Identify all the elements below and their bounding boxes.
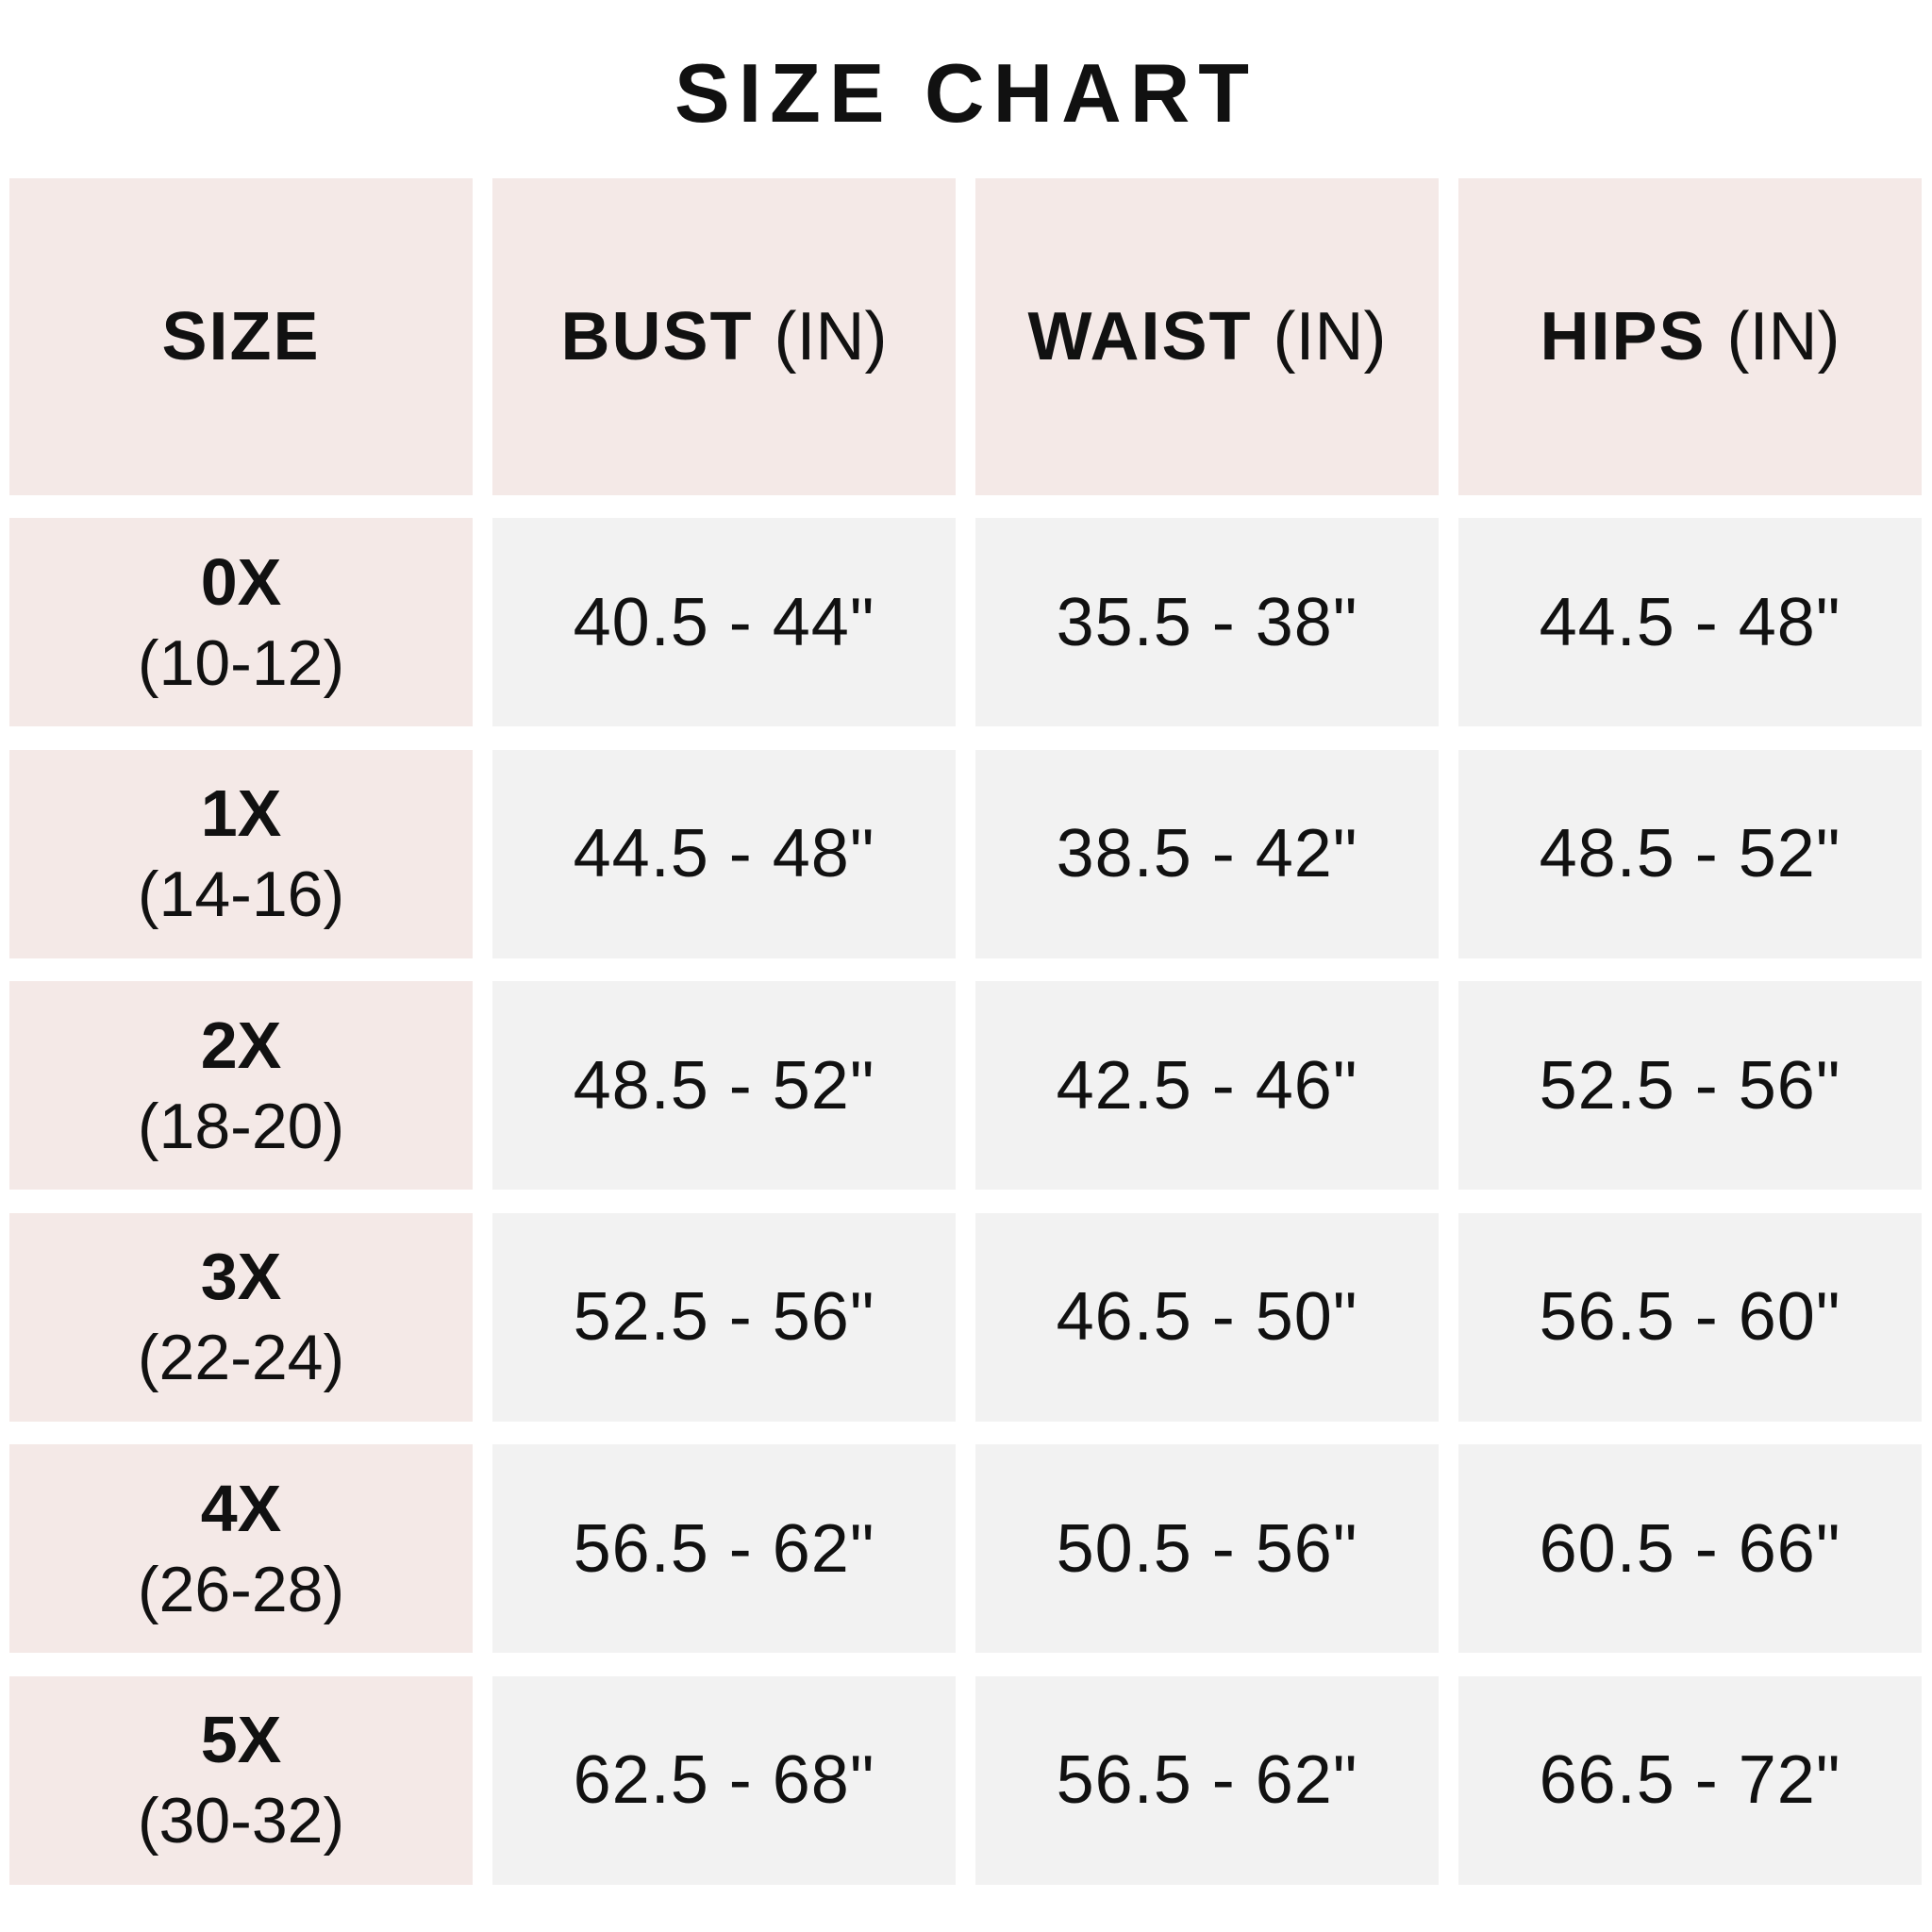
bust-value: 44.5 - 48" [573, 816, 875, 891]
waist-value: 50.5 - 56" [1056, 1510, 1358, 1587]
size-cell: 4X (26-28) [9, 1444, 473, 1653]
header-label: HIPS [1540, 299, 1707, 375]
size-label: 1X [200, 776, 282, 850]
header-unit: (IN) [1273, 299, 1387, 375]
header-cell-bust: BUST (IN) [492, 178, 956, 495]
size-cell: 5X (30-32) [9, 1675, 473, 1885]
bust-cell: 44.5 - 48" [492, 749, 956, 958]
bust-value: 62.5 - 68" [573, 1742, 875, 1818]
hips-cell: 44.5 - 48" [1458, 518, 1922, 726]
bust-cell: 48.5 - 52" [492, 981, 956, 1190]
hips-cell: 56.5 - 60" [1458, 1212, 1922, 1422]
waist-cell: 35.5 - 38" [975, 518, 1439, 726]
size-label: 0X [200, 544, 282, 619]
hips-cell: 52.5 - 56" [1458, 981, 1922, 1190]
waist-value: 46.5 - 50" [1056, 1279, 1358, 1355]
bust-value: 40.5 - 44" [573, 584, 875, 660]
size-range: (22-24) [137, 1322, 345, 1393]
size-range: (26-28) [137, 1553, 345, 1625]
page-title: SIZE CHART [675, 46, 1257, 140]
size-cell: 3X (22-24) [9, 1212, 473, 1422]
header-cell-waist: WAIST (IN) [975, 178, 1439, 495]
size-label: 5X [200, 1703, 282, 1776]
waist-value: 56.5 - 62" [1056, 1742, 1358, 1818]
header-cell-hips: HIPS (IN) [1458, 178, 1922, 495]
bust-value: 56.5 - 62" [573, 1510, 875, 1587]
hips-cell: 66.5 - 72" [1458, 1675, 1922, 1885]
size-label: 4X [200, 1471, 282, 1545]
size-cell: 1X (14-16) [9, 749, 473, 958]
hips-value: 44.5 - 48" [1539, 584, 1841, 660]
size-label: 2X [200, 1008, 282, 1082]
size-range: (30-32) [137, 1785, 345, 1857]
waist-value: 38.5 - 42" [1056, 816, 1358, 891]
bust-cell: 40.5 - 44" [492, 518, 956, 726]
hips-cell: 48.5 - 52" [1458, 749, 1922, 958]
header-text: SIZE [161, 298, 320, 375]
hips-value: 52.5 - 56" [1539, 1047, 1841, 1124]
size-range: (18-20) [137, 1090, 345, 1162]
size-range: (14-16) [137, 858, 345, 930]
bust-cell: 52.5 - 56" [492, 1212, 956, 1422]
waist-value: 42.5 - 46" [1056, 1047, 1358, 1124]
bust-value: 52.5 - 56" [573, 1279, 875, 1355]
size-range: (10-12) [137, 626, 345, 699]
bust-cell: 62.5 - 68" [492, 1675, 956, 1885]
waist-cell: 38.5 - 42" [975, 749, 1439, 958]
header-label: SIZE [161, 299, 321, 375]
bust-value: 48.5 - 52" [573, 1047, 875, 1124]
waist-value: 35.5 - 38" [1056, 584, 1358, 660]
header-text: HIPS (IN) [1540, 298, 1840, 375]
header-unit: (IN) [1726, 299, 1840, 375]
header-cell-size: SIZE [9, 178, 473, 495]
waist-cell: 46.5 - 50" [975, 1212, 1439, 1422]
header-text: WAIST (IN) [1028, 298, 1387, 375]
hips-value: 48.5 - 52" [1539, 816, 1841, 891]
header-text: BUST (IN) [561, 298, 888, 375]
header-unit: (IN) [774, 299, 888, 375]
header-label: BUST [560, 299, 754, 375]
hips-value: 56.5 - 60" [1539, 1279, 1841, 1355]
hips-cell: 60.5 - 66" [1458, 1444, 1922, 1653]
size-cell: 0X (10-12) [9, 518, 473, 726]
waist-cell: 42.5 - 46" [975, 981, 1439, 1190]
hips-value: 60.5 - 66" [1539, 1510, 1841, 1587]
waist-cell: 56.5 - 62" [975, 1675, 1439, 1885]
hips-value: 66.5 - 72" [1539, 1742, 1841, 1818]
waist-cell: 50.5 - 56" [975, 1444, 1439, 1653]
size-label: 3X [200, 1240, 282, 1313]
size-cell: 2X (18-20) [9, 981, 473, 1190]
header-label: WAIST [1027, 299, 1253, 375]
bust-cell: 56.5 - 62" [492, 1444, 956, 1653]
